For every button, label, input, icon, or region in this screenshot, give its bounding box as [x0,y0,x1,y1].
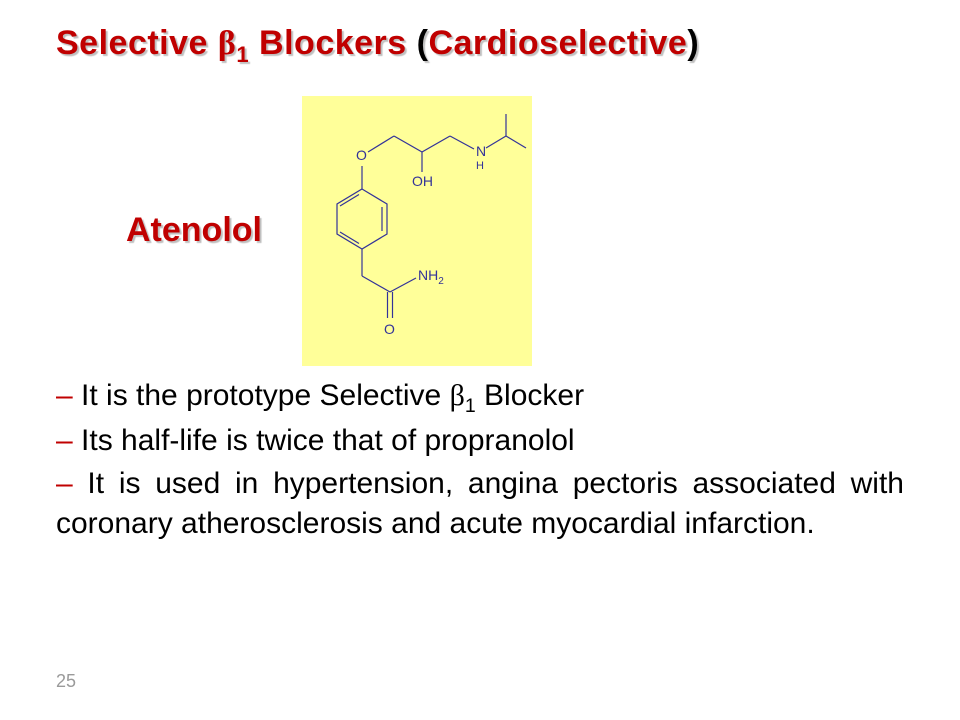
chem-label-n: N [476,143,486,159]
bullet-3-text: It is used in hypertension, angina pecto… [56,467,904,541]
chem-label-oh: OH [412,173,433,189]
title-part-3: Cardioselective [428,24,687,62]
bullet-3: – It is used in hypertension, angina pec… [56,464,904,545]
bullet-1: – It is the prototype Selective β1 Block… [56,376,904,419]
drug-row: Atenolol [56,96,904,366]
bullet-2: – Its half-life is twice that of propran… [56,421,904,462]
chem-label-o-carbonyl: O [384,321,395,337]
title-beta-sub: 1 [236,42,249,67]
bullet-dash: – [56,424,81,457]
title-beta: β [218,25,236,62]
chemical-structure: O OH N H O NH2 [302,96,532,366]
chem-label-nh: H [476,160,484,172]
bullet-2-text: Its half-life is twice that of propranol… [81,424,575,457]
title-part-1: Selective [56,24,218,62]
page-number: 25 [56,671,76,692]
title-paren-open: ( [417,24,429,62]
bullet-dash: – [56,467,87,500]
bullet-1-sub: 1 [465,395,476,417]
title-part-2: Blockers [249,24,417,62]
bullet-list: – It is the prototype Selective β1 Block… [56,376,904,545]
bullet-1-beta: β [450,379,465,412]
slide-container: Selective β1 Blockers (Cardioselective) … [0,0,960,720]
chemical-structure-svg: O OH N H O NH2 [302,96,532,366]
drug-name: Atenolol [126,211,262,250]
bullet-1-text-pre: It is the prototype Selective [81,379,450,412]
title-paren-close: ) [687,24,699,62]
bullet-dash: – [56,379,81,412]
bullet-1-text-post: Blocker [476,379,584,412]
slide-title: Selective β1 Blockers (Cardioselective) [56,24,904,68]
chem-label-o-top: O [356,147,367,163]
